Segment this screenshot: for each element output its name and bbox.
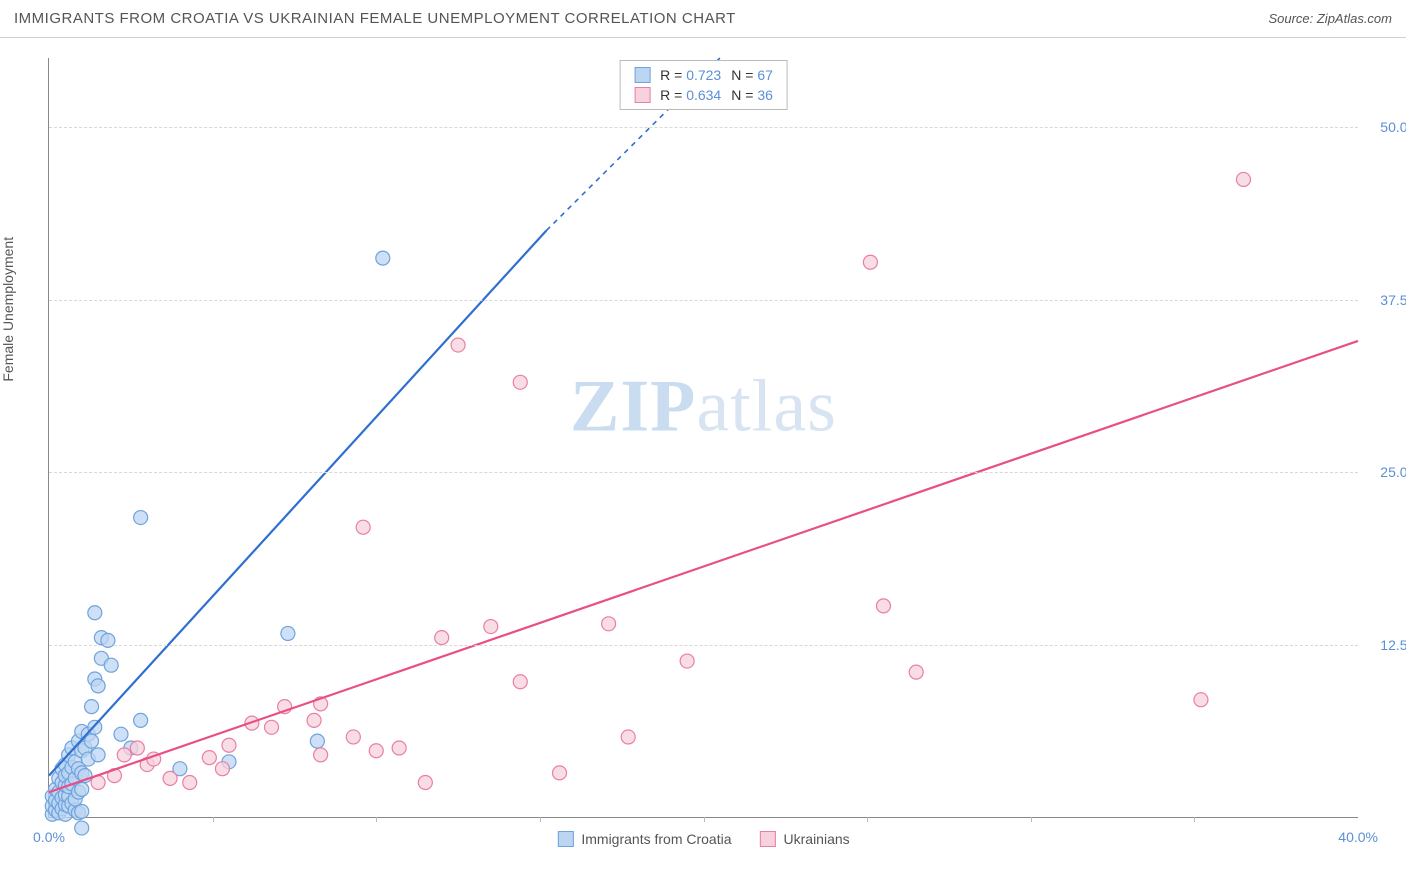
swatch-ukrainians	[634, 87, 650, 103]
legend-correlation: R = 0.723 N = 67 R = 0.634 N = 36	[619, 60, 788, 110]
swatch-croatia-icon	[557, 831, 573, 847]
legend-row-ukrainians: R = 0.634 N = 36	[620, 85, 787, 105]
legend-item-croatia: Immigrants from Croatia	[557, 831, 731, 847]
chart-title: IMMIGRANTS FROM CROATIA VS UKRAINIAN FEM…	[14, 10, 736, 27]
scatter-svg	[49, 58, 1358, 817]
legend-item-ukrainians: Ukrainians	[760, 831, 850, 847]
x-tick-label: 0.0%	[33, 829, 65, 845]
swatch-croatia	[634, 67, 650, 83]
plot-area: ZIPatlas R = 0.723 N = 67 R = 0.634 N = …	[48, 58, 1358, 818]
y-tick-label: 12.5%	[1364, 637, 1406, 653]
source-attribution: Source: ZipAtlas.com	[1268, 11, 1392, 26]
y-tick-label: 37.5%	[1364, 292, 1406, 308]
y-tick-label: 25.0%	[1364, 464, 1406, 480]
legend-row-croatia: R = 0.723 N = 67	[620, 65, 787, 85]
y-axis-label: Female Unemployment	[0, 237, 16, 382]
x-tick-label: 40.0%	[1338, 829, 1378, 845]
title-bar: IMMIGRANTS FROM CROATIA VS UKRAINIAN FEM…	[0, 0, 1406, 38]
swatch-ukrainians-icon	[760, 831, 776, 847]
y-tick-label: 50.0%	[1364, 119, 1406, 135]
legend-series: Immigrants from Croatia Ukrainians	[557, 831, 849, 847]
